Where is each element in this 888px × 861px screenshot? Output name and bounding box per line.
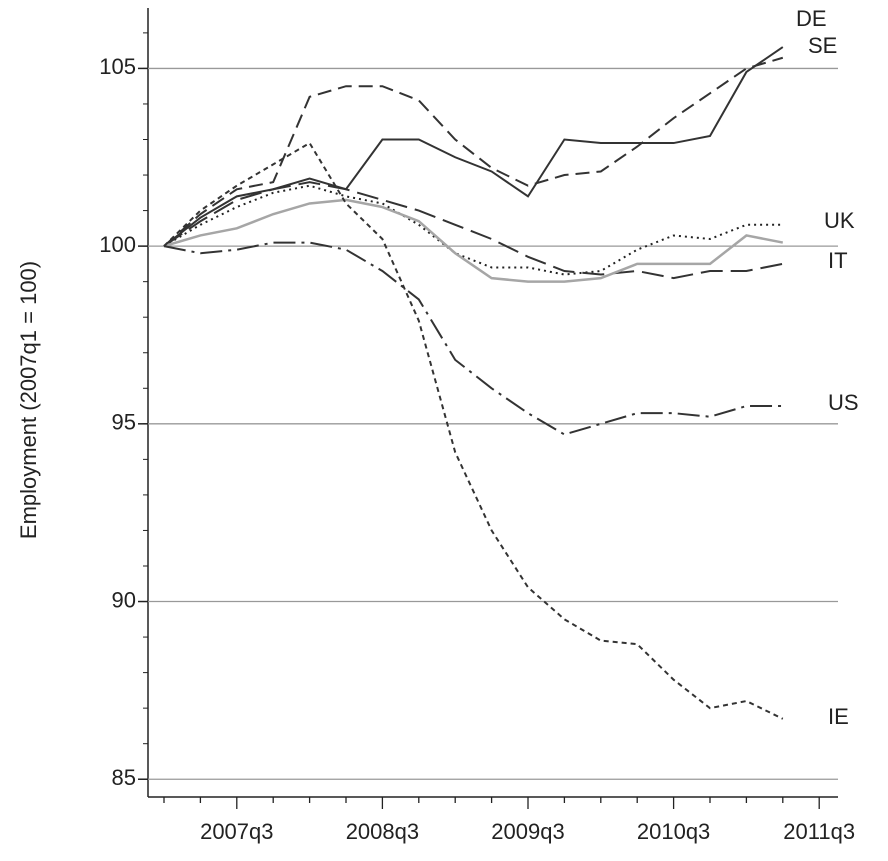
series-line: [163, 141, 784, 720]
y-axis-label: Employment (2007q1 = 100): [16, 261, 41, 539]
x-tick-label: 2008q3: [346, 819, 419, 844]
x-tick-label: 2011q3: [783, 819, 855, 844]
y-tick-label: 85: [112, 765, 136, 790]
series-line: [163, 181, 783, 280]
series-label: UK: [824, 208, 855, 233]
y-tick-label: 100: [99, 232, 136, 257]
series-line: [163, 198, 784, 283]
series-label: SE: [808, 33, 837, 58]
series-label: IT: [828, 248, 848, 273]
series-line: [163, 46, 784, 247]
y-tick-label: 95: [112, 410, 136, 435]
x-tick-label: 2007q3: [200, 819, 273, 844]
y-tick-label: 90: [112, 587, 136, 612]
series-line: [163, 241, 783, 436]
x-tick-label: 2009q3: [491, 819, 564, 844]
series-label: IE: [828, 704, 849, 729]
series-line: [163, 184, 783, 276]
x-tick-label: 2010q3: [637, 819, 710, 844]
series-line: [163, 56, 784, 247]
series-label: DE: [796, 6, 827, 31]
y-tick-label: 105: [99, 54, 136, 79]
series-label: US: [828, 390, 859, 415]
